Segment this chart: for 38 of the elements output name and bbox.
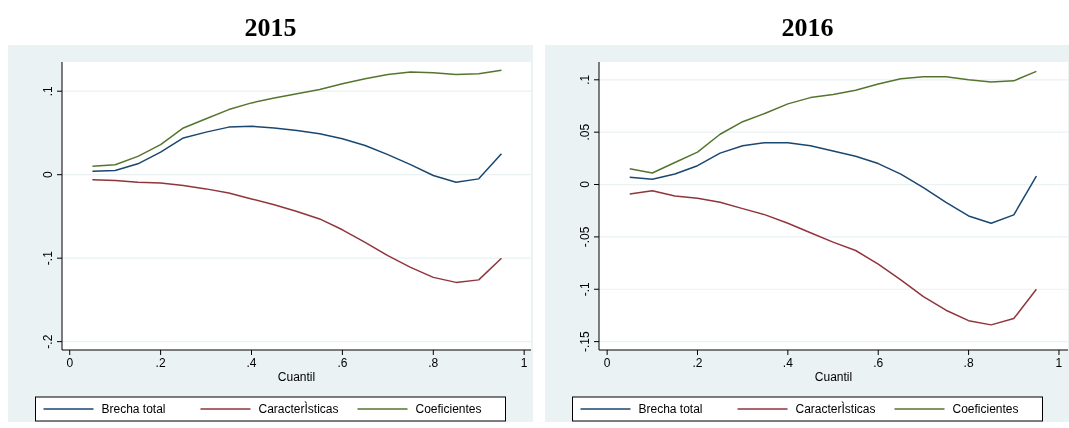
y-tick-label: -.15	[578, 330, 592, 352]
x-tick-label: 1	[1055, 356, 1063, 370]
x-axis-title: Cuantil	[814, 370, 853, 384]
x-tick-label: .4	[782, 356, 794, 370]
line-series	[91, 178, 503, 284]
x-tick-label: 0	[603, 356, 611, 370]
y-tick-label: -.05	[578, 226, 592, 248]
y-tick-label: -.1	[41, 250, 55, 266]
x-tick-label: 1	[520, 356, 528, 370]
y-tick-label: -.1	[578, 281, 592, 297]
y-tick-label: 0	[41, 171, 55, 179]
legend-label: Brecha total	[638, 402, 703, 416]
x-axis-title: Cuantil	[277, 370, 316, 384]
legend-label: Coeficientes	[415, 402, 482, 416]
x-tick-label: .6	[873, 356, 884, 370]
y-tick-label: .05	[578, 123, 592, 141]
line-series	[628, 141, 1038, 225]
line-series	[91, 125, 503, 183]
x-tick-label: 0	[66, 356, 74, 370]
x-tick-label: .6	[337, 356, 348, 370]
line-series	[628, 190, 1038, 326]
line-series	[628, 70, 1038, 174]
y-tick-label: -.2	[41, 334, 55, 349]
x-tick-label: .8	[963, 356, 974, 370]
legend-label: Brecha total	[101, 402, 166, 416]
chart-title: 2015	[244, 13, 297, 42]
x-tick-label: .8	[428, 356, 439, 370]
legend-label: CaracterÌsticas	[795, 401, 876, 416]
x-tick-label: .2	[692, 356, 703, 370]
y-tick-label: .1	[578, 74, 592, 85]
y-tick-label: 0	[578, 180, 592, 188]
x-tick-label: .2	[155, 356, 166, 370]
legend-label: Coeficientes	[952, 402, 1019, 416]
y-tick-label: .1	[41, 85, 55, 97]
line-series	[91, 69, 503, 168]
x-tick-label: .4	[246, 356, 257, 370]
chart-title: 2016	[781, 13, 834, 42]
legend-label: CaracterÌsticas	[258, 401, 339, 416]
